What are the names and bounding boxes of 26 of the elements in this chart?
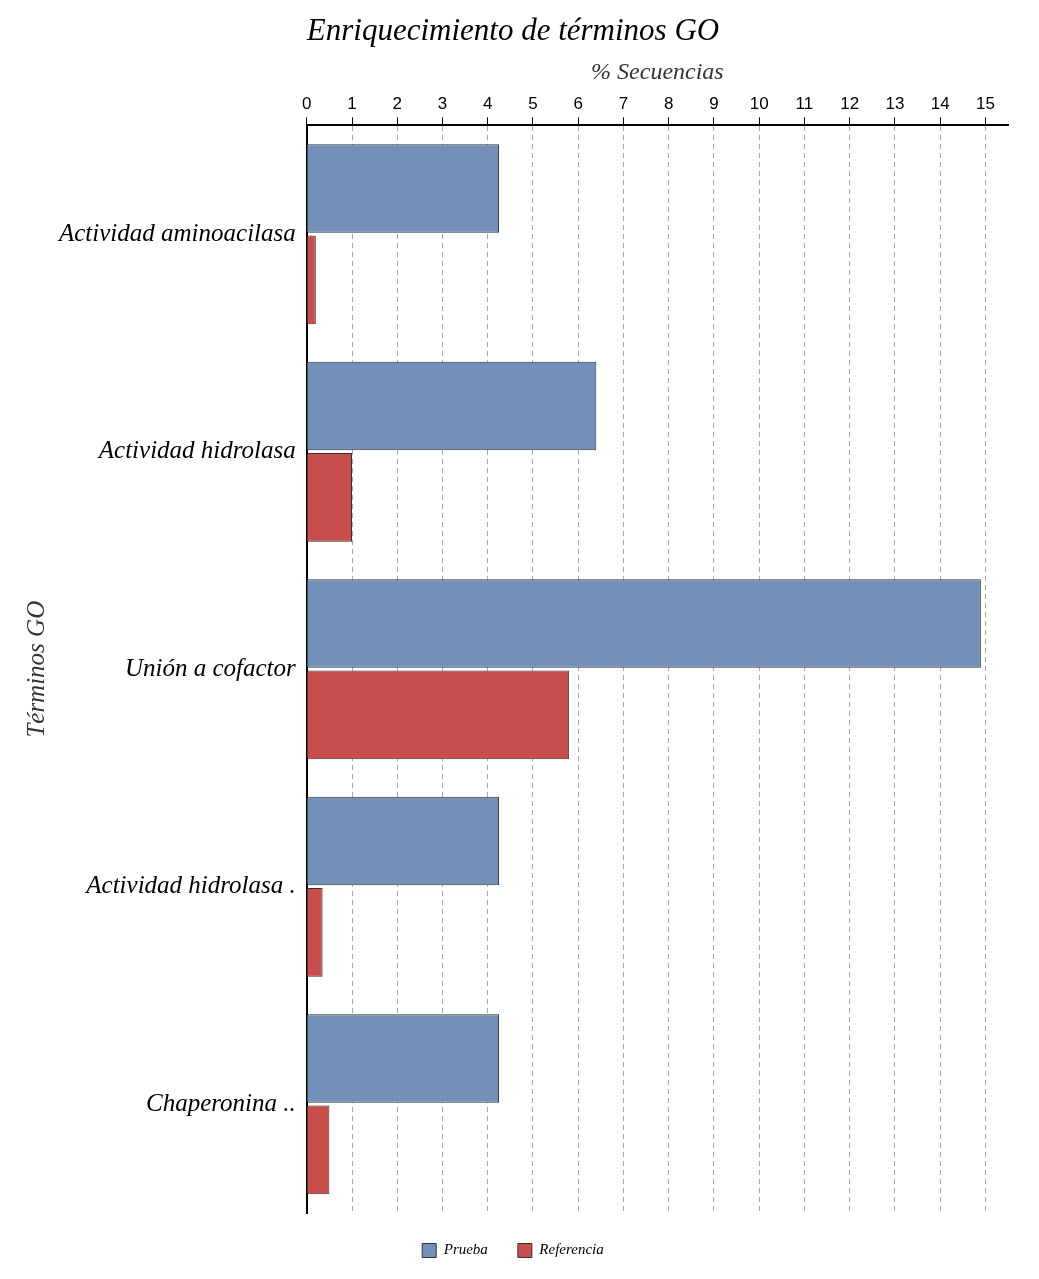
x-axis-title: % Secuencias — [591, 57, 724, 84]
x-tick-label: 1 — [347, 93, 357, 113]
x-tick-label: 2 — [392, 93, 402, 113]
legend-label: Referencia — [538, 1241, 604, 1258]
x-tick-label: 15 — [975, 93, 995, 113]
x-tick-label: 4 — [483, 93, 493, 113]
y-tick-label: Actividad aminoacilasa — [56, 218, 296, 246]
x-tick-label: 10 — [749, 93, 769, 113]
x-tick-label: 12 — [840, 93, 860, 113]
x-tick-label: 3 — [437, 93, 448, 113]
x-tick-label: 8 — [663, 93, 674, 113]
y-axis-title: Términos GO — [21, 600, 49, 738]
y-tick-label: Actividad hidrolasa — [96, 436, 296, 464]
legend-label: Prueba — [442, 1241, 488, 1258]
x-tick-label: 9 — [709, 93, 719, 113]
x-tick-label: 7 — [618, 93, 629, 113]
x-tick-label: 5 — [528, 93, 538, 113]
y-tick-label: Unión a cofactor — [124, 653, 297, 681]
x-tick-label: 11 — [795, 93, 814, 113]
x-tick-label: 13 — [885, 93, 905, 113]
x-tick-label: 0 — [302, 93, 312, 113]
chart-title: Enriquecimiento de términos GO — [305, 11, 720, 47]
y-tick-label: Chaperonina .. — [145, 1088, 296, 1116]
y-tick-label: Actividad hidrolasa . — [84, 871, 296, 899]
x-tick-label: 6 — [573, 93, 583, 113]
x-tick-label: 14 — [930, 93, 950, 113]
